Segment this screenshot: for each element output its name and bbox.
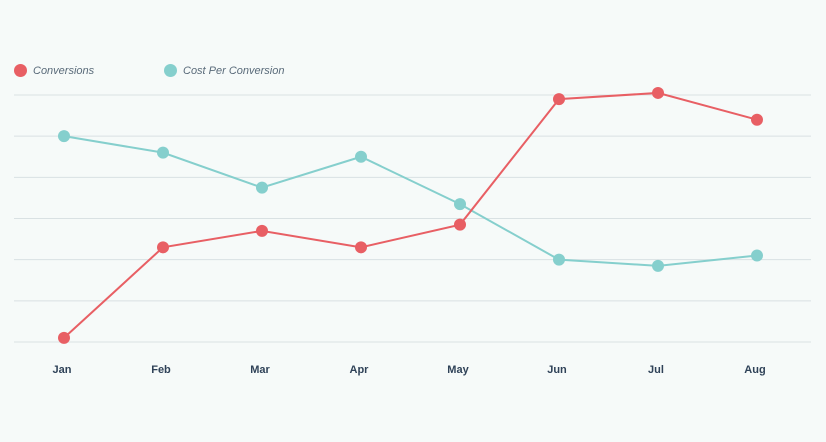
legend: Conversions Cost Per Conversion (14, 64, 285, 77)
x-tick-label: Jan (53, 364, 72, 376)
x-tick-label: Jun (547, 364, 567, 376)
data-point-cost-per-conversion[interactable] (58, 130, 70, 143)
legend-item-conversions: Conversions (14, 64, 164, 77)
data-point-cost-per-conversion[interactable] (553, 253, 565, 266)
data-point-conversions[interactable] (553, 93, 565, 106)
series-line-cost-per-conversion (63, 135, 758, 267)
data-point-cost-per-conversion[interactable] (256, 181, 268, 194)
data-point-conversions[interactable] (157, 241, 169, 254)
series-line-conversions (63, 91, 758, 339)
data-point-conversions[interactable] (751, 113, 763, 126)
data-point-conversions[interactable] (454, 218, 466, 231)
data-point-cost-per-conversion[interactable] (355, 150, 367, 163)
legend-swatch-cost-per-conversion (164, 64, 177, 77)
x-tick-label: Mar (250, 364, 270, 376)
legend-label-cost-per-conversion: Cost Per Conversion (183, 64, 285, 77)
data-point-cost-per-conversion[interactable] (652, 259, 664, 272)
legend-swatch-conversions (14, 64, 27, 77)
x-tick-label: May (447, 364, 469, 376)
legend-label-conversions: Conversions (33, 64, 95, 77)
data-point-cost-per-conversion[interactable] (454, 198, 466, 211)
data-point-conversions[interactable] (58, 331, 70, 344)
x-tick-label: Feb (151, 364, 171, 376)
data-point-cost-per-conversion[interactable] (751, 249, 763, 262)
x-tick-label: Jul (648, 364, 664, 376)
data-point-cost-per-conversion[interactable] (157, 146, 169, 159)
data-point-conversions[interactable] (355, 241, 367, 254)
x-tick-label: Aug (744, 364, 765, 376)
data-point-conversions[interactable] (256, 224, 268, 237)
data-point-conversions[interactable] (652, 86, 664, 99)
x-tick-label: Apr (350, 364, 370, 376)
legend-item-cost-per-conversion: Cost Per Conversion (164, 64, 285, 77)
